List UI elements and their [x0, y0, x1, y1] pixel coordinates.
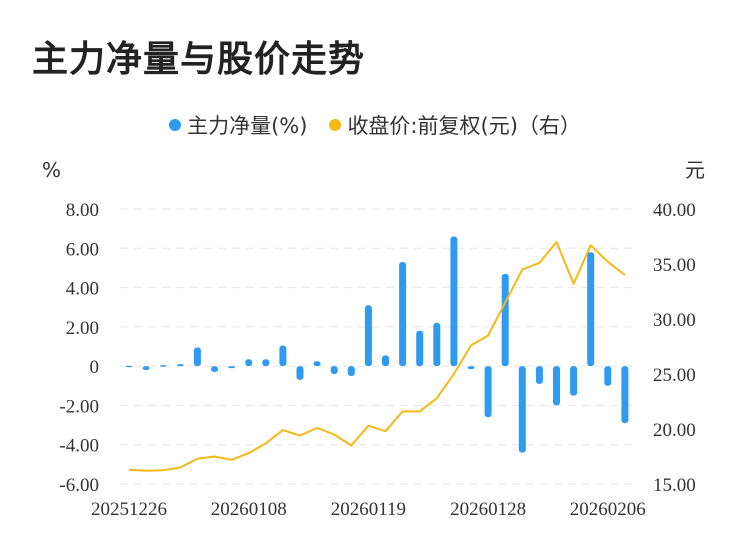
bar — [518, 366, 526, 453]
bar — [313, 361, 321, 367]
bar — [553, 366, 560, 406]
left-tick-label: -2.00 — [59, 396, 99, 417]
bar — [159, 365, 167, 367]
bar — [228, 366, 236, 369]
right-tick-label: 20.00 — [653, 420, 696, 441]
legend-label-net-flow: 主力净量(%) — [187, 114, 308, 138]
right-tick-label: 35.00 — [653, 255, 696, 276]
bar — [211, 366, 218, 373]
right-tick-label: 25.00 — [653, 365, 696, 386]
bar — [604, 366, 612, 386]
bar — [484, 366, 492, 418]
left-tick-label: 0 — [90, 357, 100, 378]
x-tick-label: 20251226 — [91, 499, 167, 520]
bar — [501, 273, 509, 367]
bar — [193, 347, 201, 367]
x-tick-label: 20260119 — [331, 499, 406, 520]
bar — [416, 330, 424, 367]
bar — [570, 366, 578, 396]
price-line — [128, 241, 626, 472]
bar — [176, 364, 184, 367]
bar — [433, 322, 441, 367]
right-tick-label: 30.00 — [653, 310, 696, 331]
x-tick-label: 20260128 — [450, 499, 526, 520]
left-tick-label: 6.00 — [66, 239, 99, 260]
left-axis-unit: % — [42, 158, 61, 182]
left-tick-label: 8.00 — [66, 200, 99, 221]
left-tick-label: -6.00 — [59, 475, 99, 496]
bar — [621, 366, 629, 424]
right-tick-label: 15.00 — [653, 475, 696, 496]
bar — [587, 252, 595, 367]
x-tick-label: 20260206 — [570, 499, 646, 520]
bar — [382, 355, 389, 367]
left-tick-label: 4.00 — [66, 279, 99, 300]
bar — [347, 366, 355, 376]
bar — [296, 366, 304, 380]
bar — [142, 366, 150, 371]
bar — [262, 359, 270, 367]
legend: 主力净量(%) 收盘价:前复权(元)（右） — [0, 110, 750, 140]
x-tick-label: 20260108 — [211, 499, 287, 520]
chart-title: 主力净量与股价走势 — [32, 39, 366, 80]
bar — [364, 305, 372, 367]
bar — [279, 345, 287, 367]
legend-item-close-price[interactable]: 收盘价:前复权(元)（右） — [329, 110, 581, 140]
bar — [399, 262, 407, 367]
bar — [535, 366, 543, 384]
right-tick-label: 40.00 — [653, 200, 696, 221]
bar — [330, 366, 338, 374]
left-tick-label: -4.00 — [59, 436, 99, 457]
bar — [450, 236, 458, 367]
bar — [245, 359, 253, 367]
legend-item-net-flow[interactable]: 主力净量(%) — [169, 110, 307, 140]
legend-dot-net-flow — [169, 119, 182, 131]
right-axis-unit: 元 — [685, 158, 705, 182]
legend-label-close-price: 收盘价:前复权(元)（右） — [347, 114, 581, 138]
bar — [125, 365, 133, 368]
bar — [467, 366, 475, 370]
left-tick-label: 2.00 — [66, 318, 99, 339]
legend-dot-close-price — [329, 119, 342, 131]
